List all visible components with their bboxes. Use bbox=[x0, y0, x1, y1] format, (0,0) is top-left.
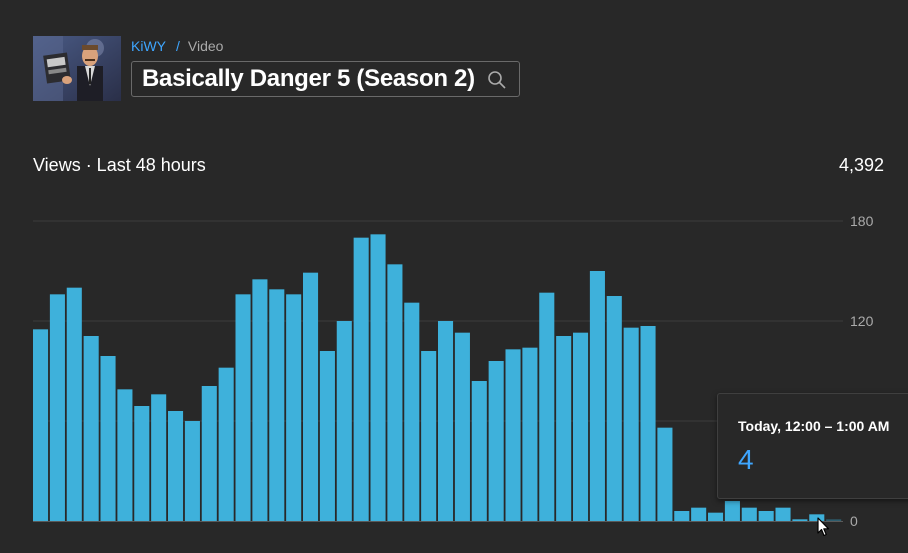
chart-bar[interactable] bbox=[49, 294, 65, 521]
video-title: Basically Danger 5 (Season 2) bbox=[142, 65, 475, 92]
chart-bar[interactable] bbox=[134, 406, 150, 521]
chart-bar[interactable] bbox=[252, 279, 268, 521]
chart-bar[interactable] bbox=[589, 271, 605, 521]
chart-bar[interactable] bbox=[33, 329, 49, 521]
chart-bar[interactable] bbox=[370, 234, 386, 521]
tooltip-value: 4 bbox=[738, 444, 754, 475]
chart-bar[interactable] bbox=[218, 367, 234, 521]
metric-total: 4,392 bbox=[838, 155, 884, 175]
chart-bar[interactable] bbox=[606, 296, 622, 521]
chart-bar[interactable] bbox=[201, 386, 217, 521]
chart-bar[interactable] bbox=[353, 237, 369, 522]
video-selector-button[interactable]: Basically Danger 5 (Season 2) bbox=[131, 61, 520, 97]
video-thumbnail[interactable] bbox=[33, 36, 121, 101]
metric-label: Views · Last 48 hours bbox=[33, 155, 206, 175]
chart-bar[interactable] bbox=[488, 361, 504, 521]
chart-bar[interactable] bbox=[657, 427, 673, 521]
chart-bar[interactable] bbox=[522, 347, 538, 521]
tooltip-time: Today, 12:00 – 1:00 AM bbox=[738, 418, 890, 434]
breadcrumb: KiWY / Video bbox=[131, 38, 223, 54]
chart-bar[interactable] bbox=[100, 356, 116, 521]
chart-bar[interactable] bbox=[184, 421, 200, 521]
chart-bar[interactable] bbox=[454, 332, 470, 521]
chart-bar[interactable] bbox=[168, 411, 184, 521]
chart-bar[interactable] bbox=[471, 381, 487, 521]
chart-bar[interactable] bbox=[826, 519, 842, 521]
y-tick-label: 180 bbox=[850, 213, 874, 229]
chart-bar[interactable] bbox=[573, 332, 589, 521]
chart-tooltip: Today, 12:00 – 1:00 AM 4 bbox=[717, 393, 908, 499]
chart-bar[interactable] bbox=[117, 389, 133, 521]
search-icon bbox=[488, 71, 506, 89]
video-thumbnail-image bbox=[33, 36, 121, 101]
chart-bar[interactable] bbox=[151, 394, 167, 521]
chart-bar[interactable] bbox=[66, 287, 82, 521]
chart-bar[interactable] bbox=[404, 302, 420, 521]
y-tick-label: 0 bbox=[850, 513, 858, 529]
chart-bar[interactable] bbox=[623, 327, 639, 521]
y-tick-label: 120 bbox=[850, 313, 874, 329]
chart-bar[interactable] bbox=[775, 507, 791, 521]
chart-bar[interactable] bbox=[708, 512, 724, 521]
chart-bar[interactable] bbox=[83, 336, 99, 521]
chart-bar[interactable] bbox=[674, 511, 690, 521]
chart-bar[interactable] bbox=[640, 326, 656, 521]
chart-bar[interactable] bbox=[387, 264, 403, 521]
chart-bar[interactable] bbox=[319, 351, 335, 521]
chart-bar[interactable] bbox=[556, 336, 572, 521]
breadcrumb-separator: / bbox=[176, 38, 180, 54]
chart-bar[interactable] bbox=[286, 294, 302, 521]
chart-bar[interactable] bbox=[809, 514, 825, 521]
chart-bar[interactable] bbox=[741, 507, 757, 521]
breadcrumb-section: Video bbox=[187, 38, 224, 54]
breadcrumb-channel-link[interactable]: KiWY bbox=[131, 38, 166, 54]
chart-bar[interactable] bbox=[505, 349, 521, 521]
chart-bar[interactable] bbox=[303, 272, 319, 521]
chart-bar[interactable] bbox=[269, 289, 285, 521]
chart-bar[interactable] bbox=[792, 519, 808, 521]
chart-bar[interactable] bbox=[758, 511, 774, 521]
chart-bar[interactable] bbox=[724, 501, 740, 521]
chart-bar[interactable] bbox=[235, 294, 251, 521]
chart-bar[interactable] bbox=[438, 321, 454, 521]
chart-bar[interactable] bbox=[421, 351, 437, 521]
chart-bar[interactable] bbox=[691, 507, 707, 521]
chart-bar[interactable] bbox=[336, 321, 352, 521]
mouse-cursor-icon bbox=[817, 517, 830, 537]
chart-bar[interactable] bbox=[539, 292, 555, 521]
